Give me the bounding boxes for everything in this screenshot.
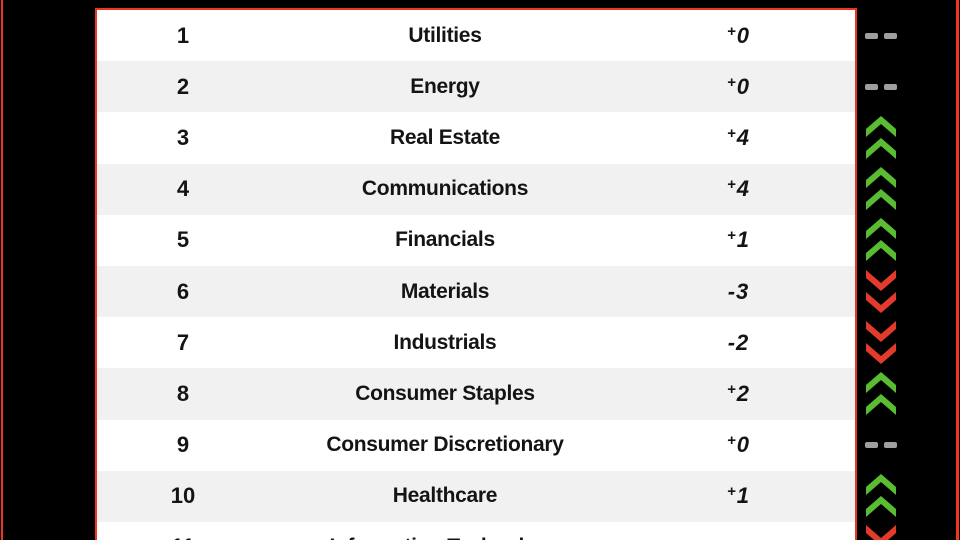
rank-cell: 2 (176, 73, 190, 99)
sector-cell: Industrials (393, 330, 497, 354)
table-row: 10 Healthcare +1 (97, 470, 855, 522)
change-cell: +2 (621, 381, 855, 407)
dash (884, 83, 897, 90)
change-cell: -2 (621, 330, 855, 356)
rank-cell: 6 (176, 278, 190, 304)
change-cell: +0 (621, 432, 855, 458)
sector-cell: Consumer Staples (355, 381, 535, 405)
rank-down-icon (859, 266, 903, 317)
rank-up-icon (859, 112, 903, 163)
left-frame-edge (1, 0, 3, 540)
change-sign: + (726, 22, 736, 40)
change-sign: - (727, 329, 736, 355)
table-row: 2 Energy +0 (97, 61, 855, 113)
table-row: 3 Real Estate +4 (97, 112, 855, 164)
double-chevron-up-icon (866, 474, 896, 518)
change-sign: + (726, 227, 736, 245)
table-row: 8 Consumer Staples +2 (97, 368, 855, 420)
double-chevron-down-icon (866, 269, 896, 313)
rank-cell: 4 (176, 176, 190, 202)
change-value: 2 (736, 380, 749, 406)
rank-cell: 10 (170, 483, 196, 509)
rank-cell: 3 (176, 124, 190, 150)
dash (884, 32, 897, 39)
no-change-icon (859, 10, 903, 61)
change-value: 4 (736, 124, 749, 150)
sector-cell: Consumer Discretionary (326, 433, 564, 457)
dash (884, 442, 897, 449)
change-value: 1 (736, 483, 749, 509)
sector-cell: Energy (410, 74, 480, 98)
sector-cell: Utilities (408, 23, 482, 47)
sector-cell: Communications (361, 177, 529, 201)
sector-cell: Materials (400, 279, 490, 303)
change-cell: +4 (621, 176, 855, 202)
rank-down-icon (859, 317, 903, 368)
double-chevron-down-icon (866, 525, 896, 540)
table-row: 7 Industrials -2 (97, 317, 855, 369)
change-sign: + (726, 73, 736, 91)
change-cell: +4 (621, 125, 855, 151)
change-value: 0 (736, 22, 749, 48)
change-value: 1 (736, 227, 749, 253)
table-row: 1 Utilities +0 (97, 10, 855, 62)
rank-cell: 5 (176, 227, 190, 253)
dash (865, 83, 878, 90)
rank-up-icon (859, 368, 903, 419)
change-sign: + (726, 432, 736, 450)
trend-column (859, 10, 903, 540)
change-cell: -3 (621, 279, 855, 305)
dash (865, 32, 878, 39)
table-row: 9 Consumer Discretionary +0 (97, 419, 855, 471)
double-chevron-up-icon (866, 218, 896, 262)
change-value: 0 (736, 432, 749, 458)
rank-cell: 11 (97, 534, 269, 540)
rank-cell: 1 (176, 22, 190, 48)
rank-up-icon (859, 471, 903, 522)
rank-down-icon (859, 522, 903, 540)
rank-cell: 9 (176, 432, 190, 458)
table-row: 11 Information Technology (97, 521, 855, 540)
change-sign: + (726, 176, 736, 194)
change-value: 3 (736, 278, 749, 304)
change-sign: + (726, 380, 736, 398)
rank-cell: 8 (176, 380, 190, 406)
change-cell: +0 (621, 23, 855, 49)
dash (865, 442, 878, 449)
table-row: 5 Financials +1 (97, 214, 855, 266)
sector-cell: Healthcare (392, 484, 498, 508)
change-value: 0 (736, 73, 749, 99)
change-cell: +1 (621, 227, 855, 253)
no-change-icon (859, 420, 903, 471)
sector-rank-table: 1 Utilities +0 2 Energy +0 3 Real Estate… (95, 8, 857, 540)
rank-up-icon (859, 164, 903, 215)
double-chevron-down-icon (866, 320, 896, 364)
no-change-icon (859, 61, 903, 112)
right-frame-edge (956, 0, 959, 540)
change-cell: +1 (621, 483, 855, 509)
rank-cell: 7 (176, 329, 190, 355)
double-chevron-up-icon (866, 167, 896, 211)
double-chevron-up-icon (866, 371, 896, 415)
sector-cell: Real Estate (390, 125, 500, 149)
double-chevron-up-icon (866, 115, 896, 159)
change-sign: + (726, 124, 736, 142)
change-cell: +0 (621, 74, 855, 100)
change-sign: + (726, 483, 736, 501)
change-value: 4 (736, 176, 749, 202)
change-value: 2 (736, 329, 749, 355)
change-sign: - (727, 278, 736, 304)
table-row: 6 Materials -3 (97, 265, 855, 318)
sector-cell: Information Technology (269, 535, 621, 540)
table-row: 4 Communications +4 (97, 163, 855, 215)
rank-up-icon (859, 215, 903, 266)
sector-cell: Financials (395, 228, 495, 252)
